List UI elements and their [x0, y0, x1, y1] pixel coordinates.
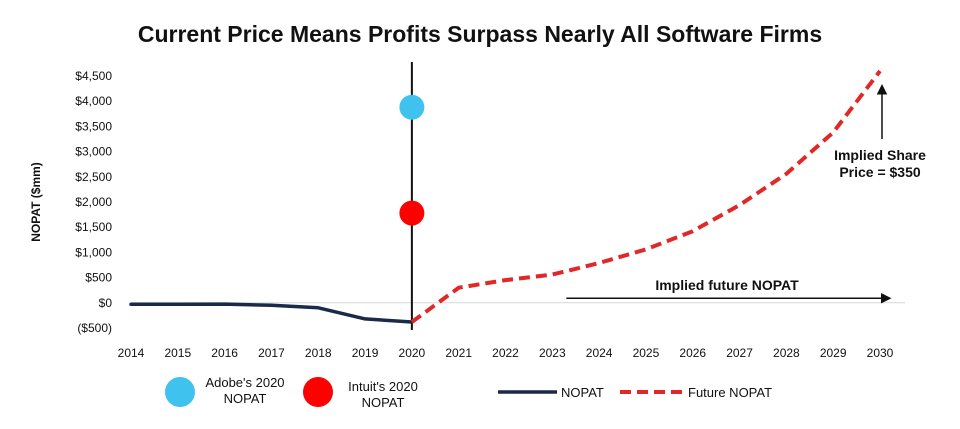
y-tick-label: $3,500	[75, 119, 112, 133]
x-tick-label: 2030	[867, 346, 894, 360]
annotation-line: Implied Share	[834, 147, 926, 163]
y-tick-label: $1,500	[75, 220, 112, 234]
x-tick-label: 2025	[633, 346, 660, 360]
series-layer	[129, 69, 882, 324]
y-tick-label: $3,000	[75, 145, 112, 159]
points-layer	[399, 94, 425, 226]
y-tick-label: $4,500	[75, 69, 112, 83]
legend-line: NOPAT	[224, 391, 267, 406]
legend-label-adobe: Adobe's 2020 NOPAT	[205, 375, 284, 406]
x-tick-label: 2014	[118, 346, 145, 360]
x-axis: 2014 2015 2016 2017 2018 2019 2020 2021 2022 2023…	[118, 62, 905, 360]
y-tick-label: $2,000	[75, 195, 112, 209]
annotation-line: Price = $350	[839, 164, 921, 180]
x-tick-label: 2019	[352, 346, 379, 360]
y-tick-label: $1,000	[75, 245, 112, 259]
x-tick-label: 2015	[164, 346, 191, 360]
legend-label-intuit: Intuit's 2020 NOPAT	[348, 379, 418, 410]
series-line-future-nopat	[410, 69, 882, 324]
chart-title: Current Price Means Profits Surpass Near…	[138, 21, 822, 47]
x-tick-label: 2018	[305, 346, 332, 360]
x-tick-label: 2022	[492, 346, 519, 360]
annotation-implied-future-nopat: Implied future NOPAT	[655, 277, 799, 293]
x-tick-label: 2024	[586, 346, 613, 360]
y-tick-label: $500	[85, 271, 112, 285]
legend-swatch-adobe	[165, 377, 195, 407]
x-tick-label: 2027	[726, 346, 753, 360]
y-tick-label: ($500)	[77, 321, 112, 335]
x-tick-label: 2017	[258, 346, 285, 360]
annotations-layer: Implied future NOPAT Implied Share Price =…	[566, 83, 926, 304]
y-tick-label: $2,500	[75, 170, 112, 184]
x-tick-label: 2020	[399, 346, 426, 360]
legend-label-future-nopat: Future NOPAT	[688, 385, 772, 400]
point-intuit-s-2020-nopat	[399, 200, 425, 226]
x-tick-label: 2016	[211, 346, 238, 360]
x-tick-label: 2028	[773, 346, 800, 360]
x-tick-label: 2029	[820, 346, 847, 360]
y-axis-label: NOPAT ($mm)	[29, 162, 43, 242]
legend-swatch-intuit	[303, 377, 333, 407]
legend-line: Intuit's 2020	[348, 379, 418, 394]
x-tick-label: 2021	[445, 346, 472, 360]
y-axis: NOPAT ($mm) $4,500 $4,000 $3,500 $3,000 $2,50…	[29, 69, 112, 335]
x-tick-label: 2026	[679, 346, 706, 360]
y-tick-label: $0	[99, 296, 113, 310]
y-tick-label: $4,000	[75, 94, 112, 108]
point-adobe-s-2020-nopat	[399, 94, 425, 120]
legend-label-nopat: NOPAT	[561, 385, 604, 400]
series-line-nopat	[129, 302, 414, 324]
x-tick-label: 2023	[539, 346, 566, 360]
legend-line: NOPAT	[362, 395, 405, 410]
legend-line: Adobe's 2020	[205, 375, 284, 390]
annotation-implied-share-price: Implied Share Price = $350	[834, 147, 926, 180]
